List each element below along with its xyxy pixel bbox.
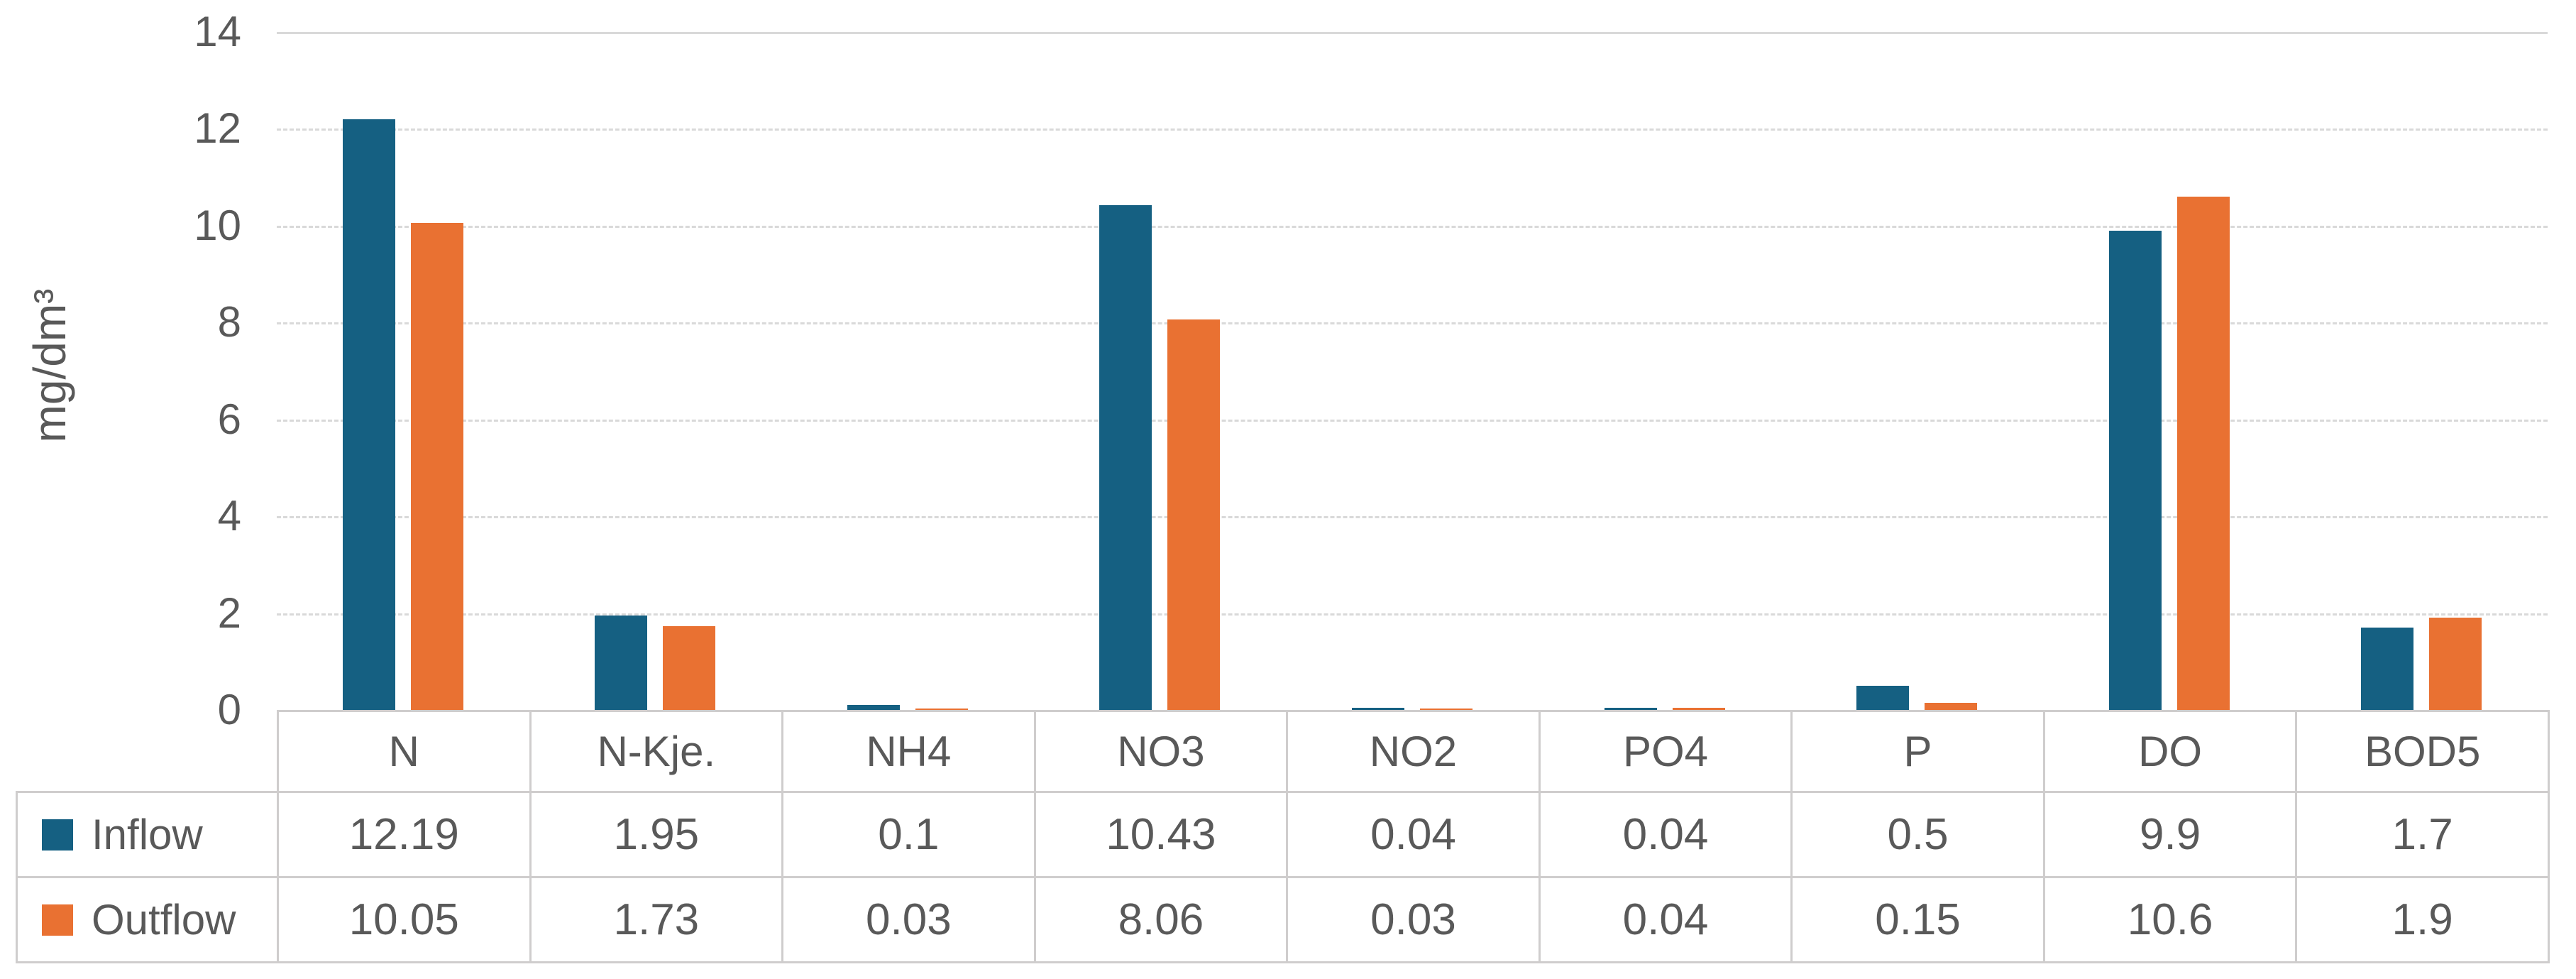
table-header-row: N N-Kje. NH4 NO3 NO2 PO4 P DO BOD5 [17, 710, 2550, 793]
category-header-BOD5: BOD5 [2295, 710, 2550, 793]
bar-inflow-N-Kje. [595, 615, 648, 710]
bar-inflow-NO2 [1352, 708, 1404, 710]
legend-label-outflow: Outflow [92, 896, 236, 944]
legend-swatch-outflow [42, 904, 73, 936]
gridline-y-8 [277, 322, 2548, 325]
category-header-NH4: NH4 [781, 710, 1036, 793]
bar-outflow-NO3 [1167, 319, 1221, 710]
y-tick-label-2: 2 [217, 589, 241, 637]
value-inflow-BOD5: 1.7 [2295, 791, 2550, 878]
bar-outflow-PO4 [1672, 708, 1725, 710]
legend-label-inflow: Inflow [92, 811, 203, 858]
value-inflow-NH4: 0.1 [781, 791, 1036, 878]
legend-swatch-inflow [42, 819, 73, 851]
category-header-PO4: PO4 [1538, 710, 1793, 793]
y-tick-label-6: 6 [217, 395, 241, 443]
category-header-N-Kje.: N-Kje. [529, 710, 784, 793]
bar-inflow-P [1856, 685, 1910, 710]
value-inflow-N: 12.19 [277, 791, 532, 878]
value-inflow-N-Kje.: 1.95 [529, 791, 784, 878]
value-inflow-P: 0.5 [1790, 791, 2045, 878]
bar-inflow-NH4 [847, 705, 900, 710]
value-outflow-PO4: 0.04 [1538, 876, 1793, 963]
value-outflow-N-Kje.: 1.73 [529, 876, 784, 963]
value-outflow-DO: 10.6 [2042, 876, 2298, 963]
value-outflow-NO2: 0.03 [1286, 876, 1541, 963]
bar-inflow-N [342, 119, 395, 710]
y-tick-label-10: 10 [194, 201, 241, 249]
category-header-NO3: NO3 [1033, 710, 1289, 793]
gridline-y-4 [277, 516, 2548, 519]
bar-outflow-N [410, 223, 463, 710]
gridline-y-6 [277, 419, 2548, 422]
bar-outflow-NH4 [915, 708, 968, 710]
table-row-inflow: Inflow 12.19 1.95 0.1 10.43 0.04 0.04 0.5 9.9 1.7 [16, 791, 2550, 878]
value-outflow-NH4: 0.03 [781, 876, 1036, 963]
bar-outflow-P [1925, 702, 1978, 710]
bar-outflow-N-Kje. [663, 626, 716, 710]
chart-data-table: N N-Kje. NH4 NO3 NO2 PO4 P DO BOD5 Inflow 12.19 1.9… [16, 710, 2550, 963]
value-inflow-NO2: 0.04 [1286, 791, 1541, 878]
legend-cell-inflow: Inflow [16, 791, 279, 878]
value-outflow-NO3: 8.06 [1033, 876, 1289, 963]
y-tick-label-14: 14 [194, 8, 241, 55]
y-tick-label-8: 8 [217, 298, 241, 346]
bar-inflow-DO [2108, 230, 2162, 710]
value-outflow-N: 10.05 [277, 876, 532, 963]
gridline-y-14 [277, 32, 2548, 34]
bar-inflow-NO3 [1099, 204, 1152, 710]
table-row-outflow: Outflow 10.05 1.73 0.03 8.06 0.03 0.04 0.15 10.6… [16, 876, 2550, 963]
value-inflow-PO4: 0.04 [1538, 791, 1793, 878]
y-tick-label-12: 12 [194, 104, 241, 153]
bar-inflow-PO4 [1604, 708, 1657, 710]
table-blank-corner [17, 711, 278, 792]
y-axis-title: mg/dm³ [24, 288, 75, 443]
y-tick-label-4: 4 [217, 492, 241, 540]
y-tick-label-0: 0 [217, 686, 241, 733]
gridline-y-10 [277, 225, 2548, 228]
gridline-y-2 [277, 613, 2548, 616]
gridline-y-12 [277, 128, 2548, 131]
value-outflow-P: 0.15 [1790, 876, 2045, 963]
category-header-N: N [277, 710, 532, 793]
value-inflow-NO3: 10.43 [1033, 791, 1289, 878]
category-header-NO2: NO2 [1286, 710, 1541, 793]
category-header-P: P [1790, 710, 2045, 793]
value-outflow-BOD5: 1.9 [2295, 876, 2550, 963]
bar-outflow-DO [2176, 196, 2230, 710]
plot-area [277, 32, 2548, 710]
legend-cell-outflow: Outflow [16, 876, 279, 963]
value-inflow-DO: 9.9 [2042, 791, 2298, 878]
bar-outflow-NO2 [1420, 708, 1473, 710]
category-header-DO: DO [2042, 710, 2298, 793]
bar-inflow-BOD5 [2361, 628, 2414, 710]
bar-outflow-BOD5 [2429, 618, 2482, 710]
